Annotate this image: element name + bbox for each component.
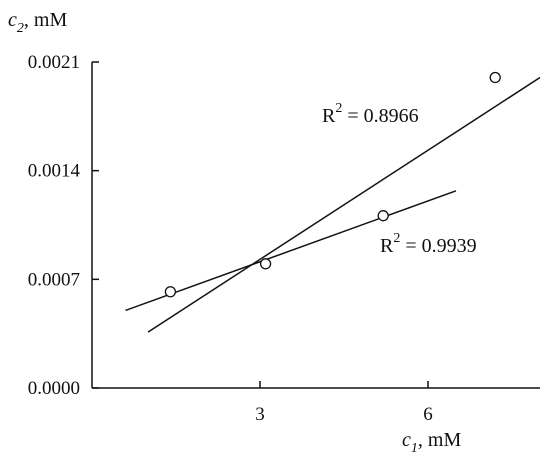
- fit-line: [125, 190, 457, 312]
- x-tick-label: 6: [423, 404, 433, 425]
- r2-a-sup: 2: [335, 101, 342, 116]
- x-axis-var: c: [402, 429, 411, 451]
- y-axis-label: c2, mM: [8, 9, 67, 36]
- data-point: [377, 210, 389, 222]
- y-axis-sub: 2: [17, 21, 24, 36]
- data-point: [259, 258, 272, 270]
- y-tick-label: 0.0000: [28, 378, 80, 399]
- r2-label-shallow-fit: R2 = 0.9939: [380, 231, 477, 257]
- x-axis-label: c1, mM: [402, 429, 461, 456]
- r2-b-rhs: = 0.9939: [400, 235, 476, 257]
- y-tick-label: 0.0007: [28, 269, 80, 290]
- plot-area: 0.0000 0.0007 0.0014 0.0021 3 6: [28, 52, 541, 425]
- y-tick-label: 0.0014: [28, 161, 81, 182]
- data-point: [164, 286, 177, 298]
- x-tick-label: 3: [255, 404, 265, 425]
- r2-a-lhs: R: [322, 105, 336, 127]
- r2-b-sup: 2: [393, 231, 400, 246]
- r2-b-lhs: R: [380, 235, 394, 257]
- x-axis-sub: 1: [411, 441, 418, 456]
- x-axis-unit: , mM: [418, 429, 462, 451]
- data-point: [489, 71, 501, 84]
- y-axis-var: c: [8, 9, 17, 31]
- y-tick-label: 0.0021: [28, 52, 80, 73]
- y-axis-unit: , mM: [24, 9, 68, 31]
- fit-line: [147, 76, 541, 333]
- r2-label-steep-fit: R2 = 0.8966: [322, 101, 419, 127]
- r2-a-rhs: = 0.8966: [342, 105, 418, 127]
